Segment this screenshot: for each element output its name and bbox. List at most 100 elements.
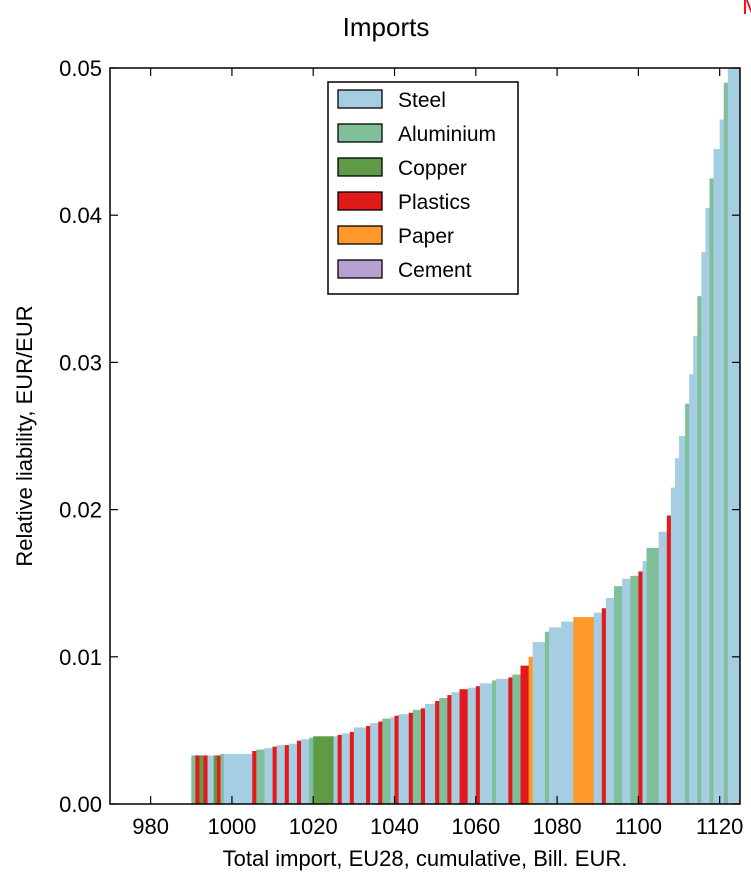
y-tick-label: 0.00 [59,792,102,817]
bar [313,736,334,804]
bar [412,709,422,804]
legend-label: Aluminium [398,123,496,146]
y-tick-label: 0.04 [59,203,102,228]
legend-label: Cement [398,259,472,282]
bar [492,680,497,804]
x-tick-label: 1120 [696,814,743,839]
bar [398,714,410,804]
bar [479,683,493,804]
bar [382,718,391,804]
x-axis-label: Total import, EU28, cumulative, Bill. EU… [223,846,628,871]
bar [679,436,686,804]
bar [622,578,631,804]
bar [693,335,698,804]
bar [394,715,399,804]
legend-swatch [337,225,383,245]
bar [272,746,278,804]
x-tick-label: 1000 [207,814,256,839]
bar [390,717,395,804]
legend: Steel Aluminium Copper Plastics Paper Cement [327,81,519,295]
bar [630,575,639,804]
bar [532,642,546,804]
bar [670,487,676,804]
x-axis-ticks: 980 1000 1020 1040 1060 1080 1100 1120 [132,68,743,839]
bar [333,736,339,804]
legend-swatch [337,157,383,177]
bar [425,703,436,804]
bar [638,571,643,804]
bar [467,687,477,804]
bar [548,627,562,804]
bar [475,686,481,804]
bar [528,656,534,804]
bar [276,745,286,804]
bar [723,82,729,805]
bar [337,734,343,804]
bar [341,733,351,804]
bar [353,727,367,804]
bar [701,252,706,804]
bar [439,698,448,804]
bar [685,403,690,804]
bar [284,745,290,804]
bar [195,755,200,804]
bar [593,612,603,804]
y-tick-label: 0.01 [59,645,102,670]
bar [435,700,440,804]
plot-frame [109,67,741,805]
bar [223,753,253,804]
bar [605,597,615,804]
y-axis-ticks: 0.00 0.01 0.02 0.03 0.04 0.05 [59,56,740,817]
bar [220,753,225,804]
bar [370,723,379,804]
bar [420,708,426,804]
bar [642,561,647,804]
bar [408,712,414,804]
bar [213,755,218,804]
bar [296,740,302,804]
bar [447,695,452,804]
y-tick-label: 0.03 [59,350,102,375]
bar [349,731,355,804]
y-axis-label: Relative liability, EUR/EUR [12,305,37,566]
bar [689,374,694,804]
bar [512,674,521,804]
x-tick-label: 1100 [615,814,662,839]
bar [216,755,221,804]
legend-label: Copper [398,157,467,180]
bar [378,721,383,804]
bar [709,178,714,804]
x-tick-label: 980 [132,814,169,839]
bar [191,755,196,804]
y-tick-label: 0.02 [59,498,102,523]
bar [727,68,741,804]
bar [459,689,469,804]
bar [256,749,265,804]
bar [301,739,310,804]
bar [646,547,660,804]
bars-layer [191,68,741,805]
bar [203,755,208,804]
bar [496,678,509,804]
legend-label: Paper [398,225,454,248]
legend-frame [327,81,519,295]
legend-swatch [337,89,383,109]
chart-title: Imports [343,12,430,42]
bar [207,755,215,804]
bar [573,617,595,804]
bar [658,531,668,804]
bar [508,677,513,804]
legend-swatch [337,123,383,143]
x-tick-label: 1060 [451,814,500,839]
bar [366,725,371,804]
bar [520,665,530,804]
bar [713,148,721,804]
legend-swatch [337,191,383,211]
bar [288,743,298,804]
legend-label: Plastics [398,191,470,214]
bar [705,207,710,805]
y-tick-label: 0.05 [59,56,102,81]
bar [674,458,680,804]
x-tick-label: 1040 [370,814,419,839]
